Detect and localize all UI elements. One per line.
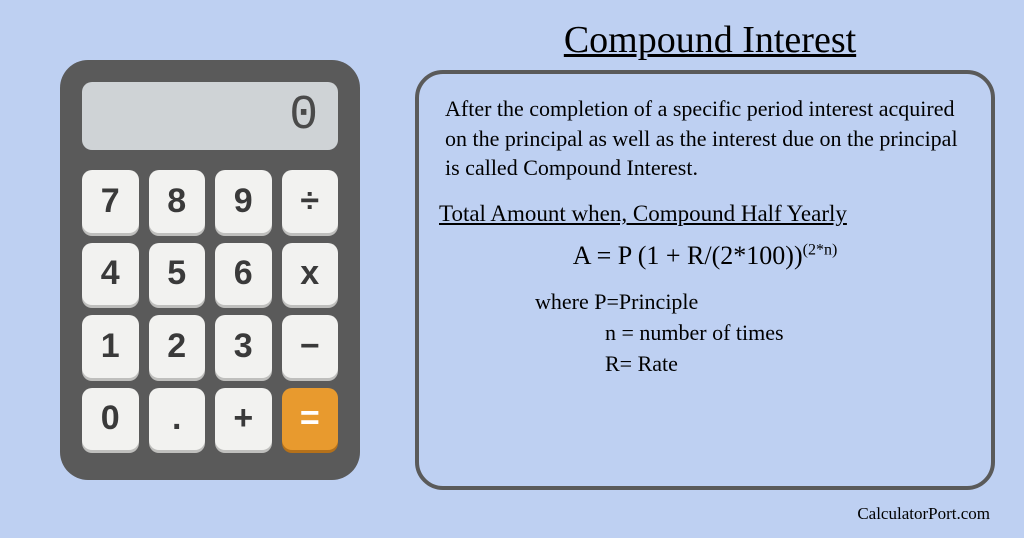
key-2[interactable]: 2 xyxy=(149,315,206,378)
info-box: After the completion of a specific perio… xyxy=(415,70,995,490)
where-line-1: where P=Principle xyxy=(535,287,965,318)
formula-exponent: (2*n) xyxy=(803,241,838,258)
calculator-keypad: 7 8 9 ÷ 4 5 6 x 1 2 3 − 0 . + = xyxy=(82,170,338,450)
subheading: Total Amount when, Compound Half Yearly xyxy=(439,201,965,227)
key-7[interactable]: 7 xyxy=(82,170,139,233)
key-1[interactable]: 1 xyxy=(82,315,139,378)
where-line-2: n = number of times xyxy=(535,318,965,349)
calculator-screen: 0 xyxy=(82,82,338,150)
calculator: 0 7 8 9 ÷ 4 5 6 x 1 2 3 − 0 . + = xyxy=(60,60,360,480)
where-line-3: R= Rate xyxy=(535,349,965,380)
key-minus[interactable]: − xyxy=(282,315,339,378)
formula-base: A = P (1 + R/(2*100)) xyxy=(573,241,803,270)
key-dot[interactable]: . xyxy=(149,388,206,451)
footer-credit: CalculatorPort.com xyxy=(857,504,990,524)
key-multiply[interactable]: x xyxy=(282,243,339,306)
key-4[interactable]: 4 xyxy=(82,243,139,306)
key-9[interactable]: 9 xyxy=(215,170,272,233)
definition-text: After the completion of a specific perio… xyxy=(445,94,965,183)
page-title: Compound Interest xyxy=(430,18,990,62)
key-0[interactable]: 0 xyxy=(82,388,139,451)
key-plus[interactable]: + xyxy=(215,388,272,451)
key-6[interactable]: 6 xyxy=(215,243,272,306)
key-8[interactable]: 8 xyxy=(149,170,206,233)
where-block: where P=Principle n = number of times R=… xyxy=(445,287,965,379)
key-divide[interactable]: ÷ xyxy=(282,170,339,233)
key-3[interactable]: 3 xyxy=(215,315,272,378)
key-5[interactable]: 5 xyxy=(149,243,206,306)
screen-value: 0 xyxy=(289,89,320,143)
formula: A = P (1 + R/(2*100))(2*n) xyxy=(445,241,965,271)
key-equals[interactable]: = xyxy=(282,388,339,451)
